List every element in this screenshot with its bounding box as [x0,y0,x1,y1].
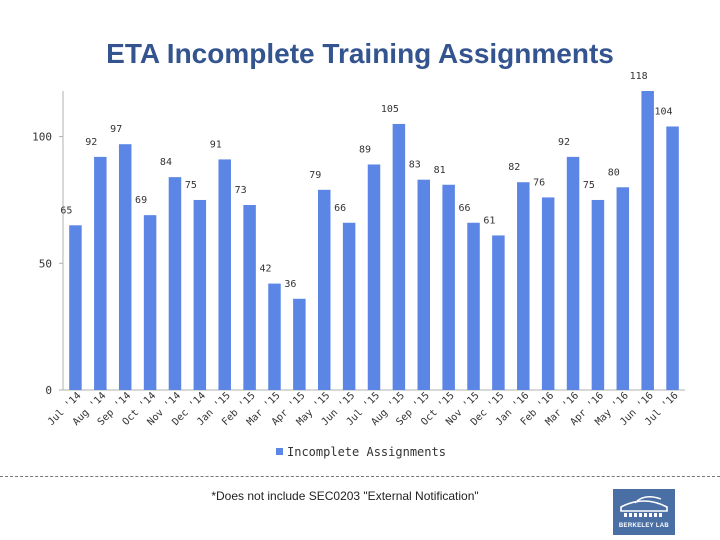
lab-building-icon [620,496,668,517]
data-label: 76 [533,177,545,188]
bar [392,123,406,391]
bar [442,184,455,390]
data-label: 75 [185,180,197,191]
data-label: 42 [259,264,271,275]
y-tick-label: 0 [45,384,52,397]
bar [218,159,231,390]
bar [168,177,182,390]
data-label: 66 [458,203,470,214]
data-label: 61 [483,215,495,226]
data-label: 65 [60,205,72,216]
bar [417,179,431,390]
data-label: 83 [409,160,421,171]
data-label: 91 [210,139,222,150]
bar [566,156,580,390]
bar [193,199,207,390]
bar [317,189,331,390]
footnote: *Does not include SEC0203 "External Noti… [211,489,479,503]
berkeley-lab-logo: BERKELEY LAB [613,489,675,535]
data-label: 92 [85,137,97,148]
data-label: 82 [508,162,520,173]
legend-label: Incomplete Assignments [287,445,446,459]
bar [541,197,555,390]
data-label: 81 [434,165,446,176]
bar [342,222,356,390]
chart-title: ETA Incomplete Training Assignments [106,38,614,69]
logo-text: BERKELEY LAB [618,523,670,529]
bar [492,235,505,390]
bar [69,225,82,390]
bar [367,164,381,390]
data-label: 75 [583,180,595,191]
bar [591,199,605,390]
data-label: 84 [160,157,172,168]
bar [467,222,480,390]
data-label: 118 [630,71,648,82]
bar [118,144,132,390]
data-label: 66 [334,203,346,214]
data-label: 69 [135,195,147,206]
data-label: 92 [558,137,570,148]
bar [517,182,530,390]
data-label: 79 [309,170,321,181]
bar [616,187,630,390]
data-label: 36 [284,279,296,290]
divider [0,476,720,477]
y-tick-label: 50 [39,257,52,270]
data-label: 89 [359,144,371,155]
data-label: 104 [655,106,673,117]
data-label: 73 [235,185,247,196]
data-label: 105 [381,104,399,115]
data-label: 80 [608,167,620,178]
bar [293,298,306,390]
bar [666,126,679,390]
bar [641,91,654,390]
bar [268,283,281,390]
bar [143,215,157,390]
bar [243,205,256,390]
bar [94,156,107,390]
legend-swatch [276,448,283,455]
data-label: 97 [110,124,122,135]
y-tick-label: 100 [32,131,52,144]
